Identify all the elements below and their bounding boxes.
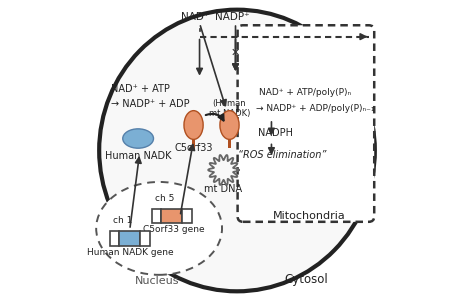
Ellipse shape <box>99 10 375 291</box>
Bar <box>109 231 119 246</box>
Text: ch 5: ch 5 <box>155 194 174 203</box>
Bar <box>182 209 192 223</box>
Text: → NADP⁺ + ADP/poly(P)ₙ₋₁: → NADP⁺ + ADP/poly(P)ₙ₋₁ <box>256 104 375 113</box>
Text: NADPH: NADPH <box>258 128 293 138</box>
Bar <box>152 209 161 223</box>
Text: Mitochondria: Mitochondria <box>273 211 345 222</box>
Text: ch 1: ch 1 <box>113 216 132 225</box>
Text: Cytosol: Cytosol <box>284 273 328 286</box>
Ellipse shape <box>184 111 203 139</box>
Text: NAD⁺: NAD⁺ <box>181 12 209 22</box>
Bar <box>228 139 231 148</box>
Ellipse shape <box>123 129 154 148</box>
Ellipse shape <box>220 111 239 139</box>
Text: (Human
mt NADK): (Human mt NADK) <box>209 99 250 118</box>
Ellipse shape <box>96 182 222 275</box>
Bar <box>119 231 140 246</box>
Text: → NADP⁺ + ADP: → NADP⁺ + ADP <box>111 99 190 109</box>
Text: Nucleus: Nucleus <box>136 276 180 286</box>
Text: NAD⁺ + ATP/poly(P)ₙ: NAD⁺ + ATP/poly(P)ₙ <box>259 88 352 97</box>
Bar <box>192 139 195 148</box>
Text: NAD⁺ + ATP: NAD⁺ + ATP <box>111 84 170 94</box>
Text: NADP⁺: NADP⁺ <box>215 12 250 22</box>
Bar <box>161 209 182 223</box>
FancyBboxPatch shape <box>237 25 374 222</box>
Bar <box>140 231 150 246</box>
Text: C5orf33: C5orf33 <box>174 142 213 153</box>
Text: Human NADK gene: Human NADK gene <box>87 248 174 257</box>
Text: C5orf33 gene: C5orf33 gene <box>143 225 205 234</box>
Text: mt DNA: mt DNA <box>204 185 243 194</box>
Text: ✕: ✕ <box>231 48 240 58</box>
Text: “ROS elimination”: “ROS elimination” <box>238 150 326 160</box>
Text: Human NADK: Human NADK <box>105 151 172 162</box>
